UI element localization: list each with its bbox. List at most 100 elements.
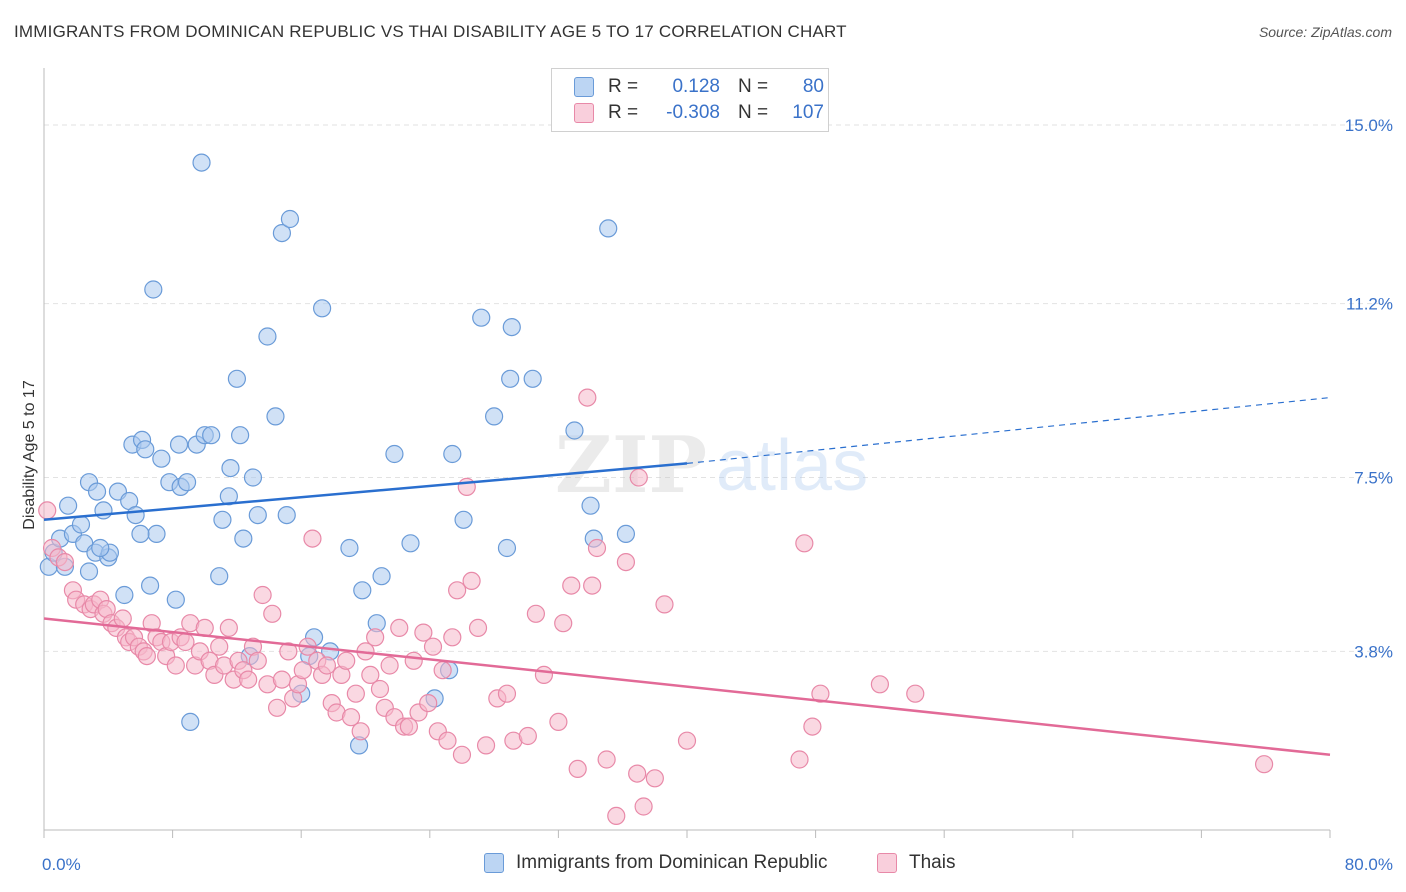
dominican-point bbox=[79, 562, 99, 581]
series-legend-item-dominican: Immigrants from Dominican Republic bbox=[484, 852, 828, 874]
dominican-point bbox=[115, 585, 134, 605]
thais-point bbox=[404, 651, 423, 670]
dominican-point bbox=[87, 482, 107, 501]
dominican-point bbox=[353, 581, 372, 600]
thais-point bbox=[568, 759, 587, 779]
dominican-point bbox=[192, 153, 211, 172]
thais-point bbox=[176, 632, 195, 652]
dominican-point bbox=[581, 496, 600, 515]
legend-swatch-blue bbox=[574, 77, 594, 97]
thais-point bbox=[419, 693, 438, 713]
dominican-point bbox=[485, 407, 504, 426]
dominican-point bbox=[497, 538, 517, 558]
dominican-point bbox=[502, 318, 521, 337]
thais-point bbox=[518, 726, 537, 746]
dominican-point bbox=[140, 576, 160, 595]
thais-point bbox=[562, 576, 581, 595]
dominican-point bbox=[472, 308, 491, 327]
watermark-atlas: atlas bbox=[716, 426, 868, 506]
thais-point bbox=[361, 665, 380, 685]
thais-point bbox=[390, 618, 409, 638]
dominican-point bbox=[166, 590, 185, 609]
series-dominican-points bbox=[39, 153, 636, 755]
dominican-point bbox=[340, 538, 359, 558]
dominican-point bbox=[443, 444, 462, 464]
thais-point bbox=[655, 595, 674, 614]
series-legend-label: Immigrants from Dominican Republic bbox=[516, 852, 828, 873]
dominican-point bbox=[280, 209, 300, 229]
thais-point bbox=[616, 552, 636, 572]
dominican-point bbox=[126, 505, 145, 525]
thais-point bbox=[253, 585, 272, 605]
thais-point bbox=[677, 731, 697, 750]
legend-r-label: R = bbox=[608, 102, 639, 123]
thais-point bbox=[370, 679, 390, 699]
thais-point bbox=[317, 656, 337, 675]
dominican-trend-line bbox=[43, 462, 688, 522]
thais-point bbox=[549, 712, 568, 732]
dominican-point bbox=[277, 505, 296, 525]
axes bbox=[43, 68, 1331, 838]
thais-point bbox=[423, 637, 443, 656]
dominican-point bbox=[147, 524, 166, 544]
thais-point bbox=[462, 571, 481, 591]
thais-point bbox=[1254, 755, 1274, 774]
legend-swatch-pink bbox=[574, 103, 594, 123]
thais-point bbox=[526, 604, 545, 623]
thais-point bbox=[645, 769, 664, 788]
thais-point bbox=[597, 750, 616, 769]
thais-point bbox=[476, 736, 496, 755]
dominican-point bbox=[385, 444, 404, 464]
thais-point bbox=[587, 538, 607, 558]
thais-point bbox=[279, 642, 298, 661]
correlation-legend: R = 0.128 N = 80 R = -0.308 N = 107 bbox=[551, 68, 829, 132]
legend-r-label: R = bbox=[608, 76, 639, 97]
thais-point bbox=[906, 684, 925, 703]
thais-point bbox=[293, 661, 312, 680]
thais-point bbox=[448, 581, 467, 600]
y-tick-label: 7.5% bbox=[1354, 469, 1393, 488]
dominican-point bbox=[231, 426, 250, 445]
dominican-point bbox=[136, 440, 155, 459]
thais-point bbox=[137, 646, 156, 666]
dominican-point bbox=[401, 534, 420, 553]
thais-point bbox=[607, 806, 626, 826]
dominican-point bbox=[312, 299, 332, 318]
dominican-point bbox=[243, 468, 263, 487]
x-tick-label: 0.0% bbox=[42, 855, 81, 874]
dominican-point bbox=[501, 369, 520, 388]
thais-point bbox=[272, 670, 292, 689]
thais-point bbox=[239, 670, 258, 689]
thais-point bbox=[578, 388, 597, 407]
dominican-point bbox=[221, 459, 240, 478]
thais-point bbox=[303, 529, 322, 548]
y-tick-label: 11.2% bbox=[1346, 295, 1393, 314]
thais-point bbox=[263, 604, 282, 623]
legend-row-dominican: R = 0.128 N = 80 bbox=[574, 74, 824, 100]
dominican-point bbox=[454, 510, 473, 529]
series-legend: Immigrants from Dominican Republic Thais bbox=[0, 852, 1406, 878]
thais-point bbox=[380, 656, 399, 675]
dominican-point bbox=[59, 496, 78, 515]
dominican-point bbox=[227, 369, 246, 388]
watermark: ZIP atlas bbox=[555, 420, 868, 511]
legend-n-label: N = bbox=[738, 102, 769, 123]
dominican-point bbox=[71, 515, 91, 534]
legend-n-value: 107 bbox=[792, 102, 824, 123]
series-legend-swatch-blue bbox=[484, 853, 504, 873]
y-axis-label: Disability Age 5 to 17 bbox=[21, 380, 38, 530]
dominican-trend-extension bbox=[686, 397, 1331, 464]
dominican-point bbox=[266, 407, 285, 426]
thais-point bbox=[113, 609, 132, 628]
source-label: Source: ZipAtlas.com bbox=[1258, 24, 1392, 40]
series-legend-item-thais: Thais bbox=[877, 852, 955, 874]
thais-point bbox=[38, 501, 57, 520]
legend-r-value: 0.128 bbox=[672, 76, 720, 97]
dominican-point bbox=[144, 280, 163, 299]
thais-point bbox=[443, 628, 462, 647]
thais-point bbox=[55, 552, 74, 572]
thais-point bbox=[210, 637, 229, 656]
y-tick-label: 15.0% bbox=[1345, 116, 1393, 135]
dominican-point bbox=[599, 219, 618, 238]
